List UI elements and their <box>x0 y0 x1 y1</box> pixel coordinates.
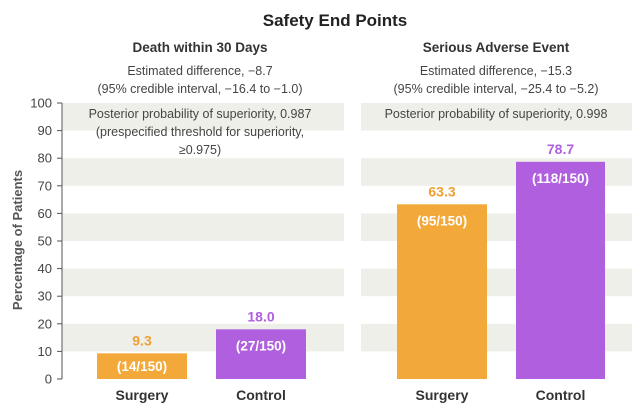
bar-value-label: 78.7 <box>547 141 574 157</box>
bar-control <box>216 329 306 379</box>
grid-band <box>62 268 344 297</box>
x-category-label: Control <box>536 387 586 403</box>
y-tick-label: 0 <box>45 372 52 387</box>
x-category-label: Control <box>236 387 286 403</box>
bar-count-label: (118/150) <box>532 171 589 186</box>
y-axis: 0 10 20 30 40 50 60 70 80 90 100 <box>30 96 63 387</box>
bar-value-label: 63.3 <box>428 183 455 199</box>
x-category-label: Surgery <box>416 387 469 403</box>
labels-layer: Death within 30 Days Estimated difference… <box>89 40 608 403</box>
grid-band <box>62 103 344 131</box>
x-category-label: Surgery <box>116 387 169 403</box>
grid-band <box>62 158 344 186</box>
posterior-probability-line: Posterior probability of superiority, 0.… <box>385 107 608 121</box>
y-axis-label: Percentage of Patients <box>10 170 25 310</box>
y-tick-label: 20 <box>38 316 52 331</box>
credible-interval: (95% credible interval, −25.4 to −5.2) <box>394 82 599 96</box>
y-tick-label: 90 <box>38 123 52 138</box>
grid-band <box>62 213 344 241</box>
bars-layer <box>97 161 605 379</box>
y-tick-label: 100 <box>30 96 52 111</box>
bar-count-label: (27/150) <box>236 338 286 353</box>
y-tick-label: 60 <box>38 206 52 221</box>
y-tick-label: 50 <box>38 234 52 249</box>
y-tick-label: 40 <box>38 261 52 276</box>
chart-title: Safety End Points <box>263 11 408 30</box>
bar-value-label: 18.0 <box>247 308 274 324</box>
bar-count-label: (95/150) <box>417 213 467 228</box>
panel-title: Serious Adverse Event <box>423 40 570 55</box>
y-tick-label: 70 <box>38 178 52 193</box>
credible-interval: (95% credible interval, −16.4 to −1.0) <box>98 82 303 96</box>
bar-value-label: 9.3 <box>132 332 152 348</box>
panel-title: Death within 30 Days <box>132 40 267 55</box>
estimated-difference: Estimated difference, −8.7 <box>127 64 272 78</box>
y-tick-label: 10 <box>38 344 52 359</box>
bar-surgery <box>397 204 487 379</box>
y-tick-label: 80 <box>38 151 52 166</box>
y-tick-label: 30 <box>38 289 52 304</box>
posterior-probability-line: (prespecified threshold for superiority, <box>96 125 304 139</box>
posterior-probability-line: Posterior probability of superiority, 0.… <box>89 107 312 121</box>
bar-count-label: (14/150) <box>117 359 167 374</box>
bar-surgery <box>97 353 187 379</box>
estimated-difference: Estimated difference, −15.3 <box>420 64 572 78</box>
posterior-probability-line: ≥0.975) <box>179 143 221 157</box>
bar-control <box>516 161 605 379</box>
grid-band <box>361 103 632 131</box>
